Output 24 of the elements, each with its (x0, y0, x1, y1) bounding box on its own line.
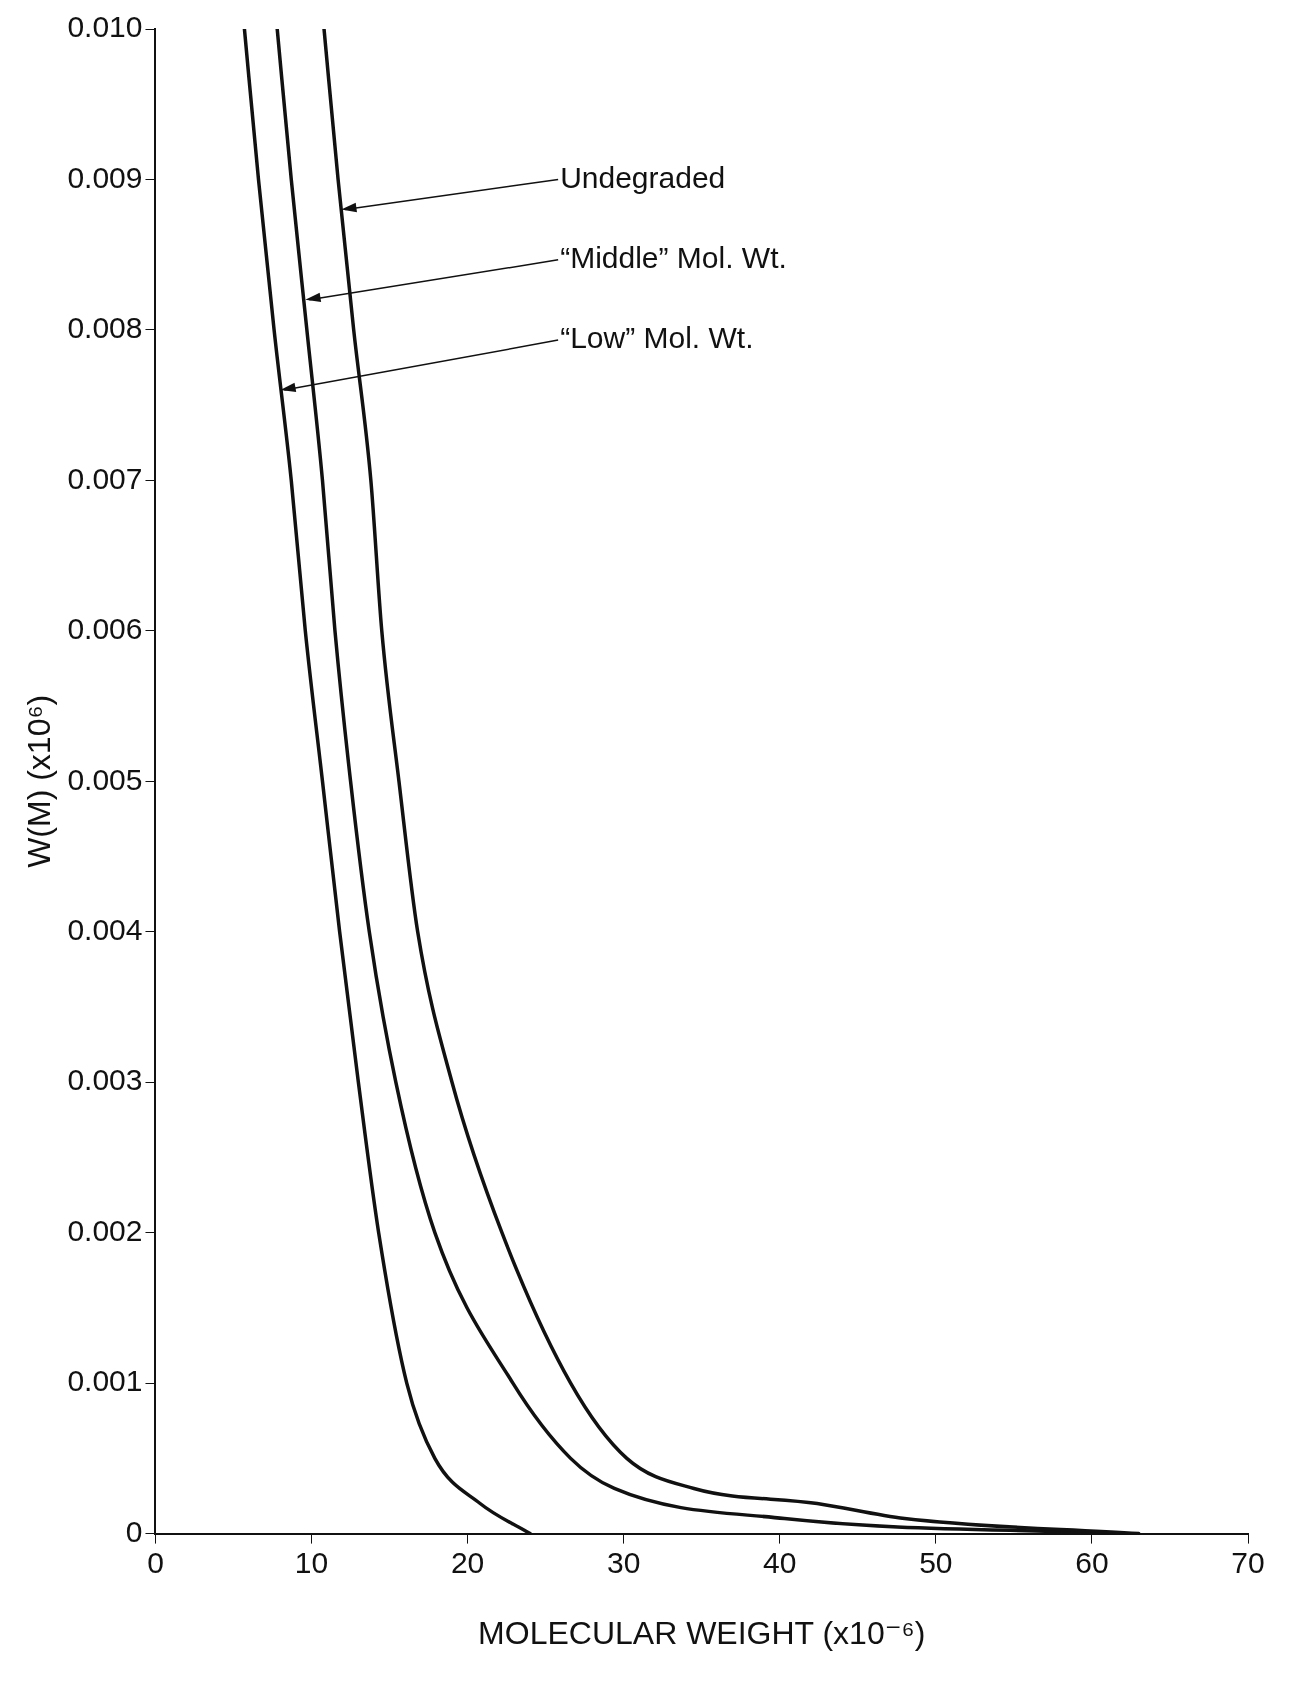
y-tick-label: 0.009 (67, 160, 143, 194)
annotation: Undegraded (560, 160, 726, 194)
y-axis-title: W(M) (x10⁶) (21, 694, 58, 868)
x-tick-label: 60 (1075, 1545, 1109, 1579)
y-tick-label: 0.006 (67, 612, 143, 646)
y-tick-label: 0.005 (67, 762, 143, 796)
annotation: “Low” Mol. Wt. (560, 321, 754, 355)
y-tick-label: 0.003 (67, 1063, 143, 1097)
y-tick-label: 0.001 (67, 1364, 143, 1398)
y-tick-label: 0.007 (67, 461, 143, 495)
x-tick-label: 30 (607, 1545, 641, 1579)
x-tick-label: 0 (147, 1545, 164, 1579)
y-tick-label: 0 (125, 1514, 143, 1548)
x-tick-label: 20 (450, 1545, 485, 1579)
x-axis-title: MOLECULAR WEIGHT (x10⁻⁶) (478, 1614, 926, 1651)
x-tick-label: 70 (1231, 1545, 1265, 1579)
x-tick-label: 50 (919, 1545, 953, 1579)
y-tick-label: 0.004 (67, 913, 143, 947)
y-tick-label: 0.002 (67, 1213, 143, 1247)
y-tick-label: 0.010 (67, 10, 143, 44)
annotation: “Middle” Mol. Wt. (560, 241, 787, 275)
y-tick-label: 0.008 (67, 311, 143, 345)
x-tick-label: 10 (294, 1545, 329, 1579)
x-tick-label: 40 (763, 1545, 797, 1579)
